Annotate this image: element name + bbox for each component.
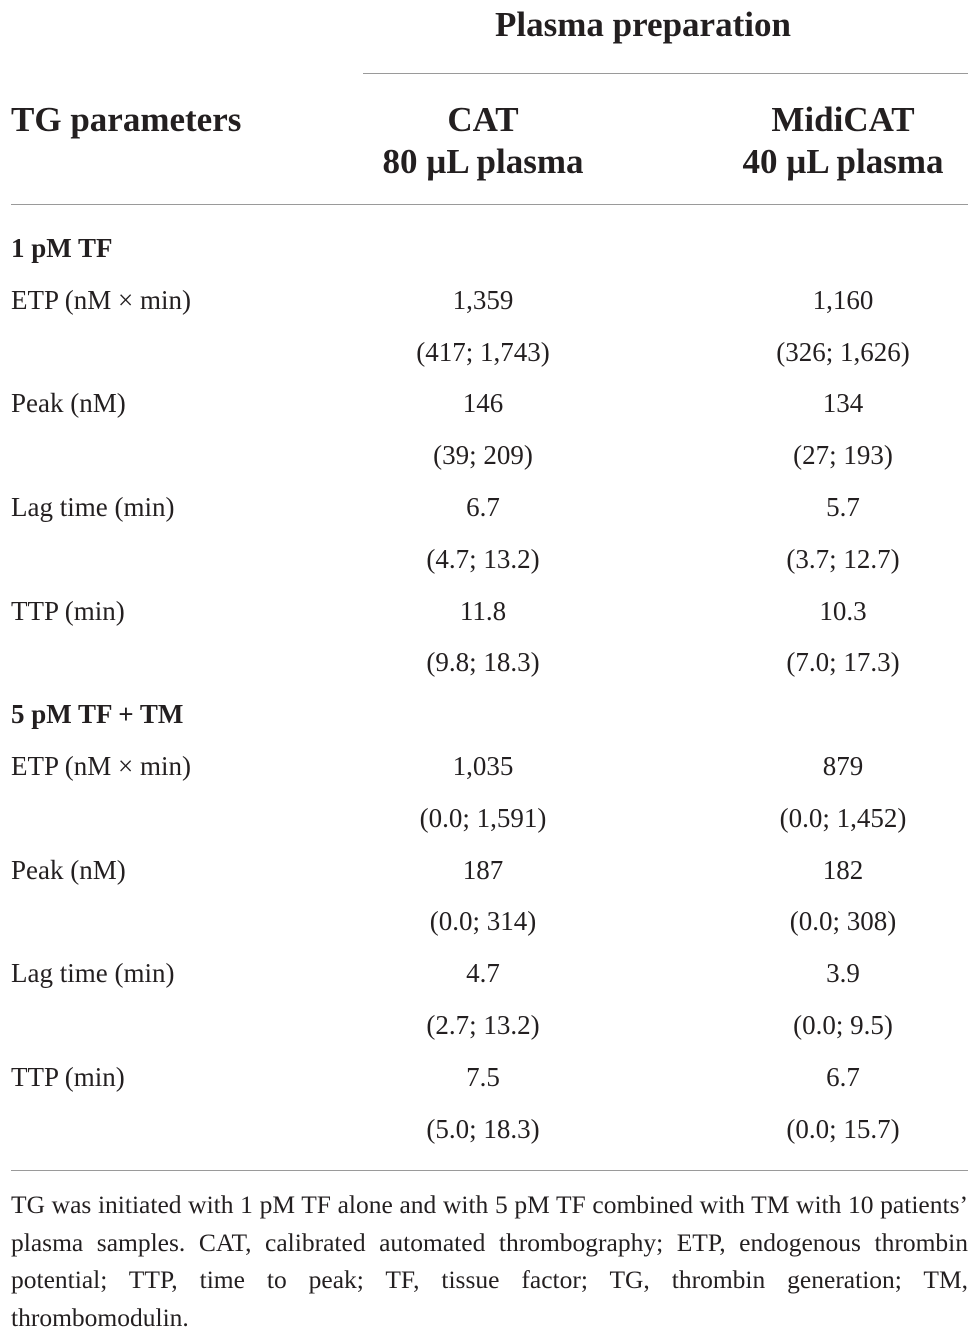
cat-value: 4.7: [466, 958, 500, 988]
cat-value: 6.7: [466, 492, 500, 522]
row-label: TTP (min): [11, 1062, 125, 1092]
midicat-value: 134: [822, 388, 864, 418]
midicat-range: (7.0; 17.3): [786, 647, 900, 677]
spanner-header: Plasma preparation: [495, 5, 791, 44]
header-rule: [11, 204, 968, 205]
midicat-value: 3.9: [826, 958, 860, 988]
section-title: 5 pM TF + TM: [11, 699, 184, 729]
table-footnote: TG was initiated with 1 pM TF alone and …: [11, 1190, 968, 1332]
column-header-cat: CAT: [447, 100, 519, 139]
cat-range: (417; 1,743): [416, 337, 550, 367]
midicat-range: (0.0; 308): [789, 906, 897, 936]
midicat-value: 6.7: [826, 1062, 860, 1092]
midicat-range: (0.0; 15.7): [786, 1114, 900, 1144]
cat-range: (2.7; 13.2): [426, 1010, 540, 1040]
cat-range: (9.8; 18.3): [426, 647, 540, 677]
midicat-range: (0.0; 9.5): [793, 1010, 893, 1040]
row-label: TTP (min): [11, 596, 125, 626]
row-label: ETP (nM × min): [11, 285, 191, 315]
cat-value: 187: [462, 855, 504, 885]
midicat-value: 1,160: [812, 285, 874, 315]
cat-value: 7.5: [466, 1062, 500, 1092]
cat-value: 1,359: [452, 285, 514, 315]
cat-value: 11.8: [459, 596, 507, 626]
column-header-cat-volume: 80 µL plasma: [382, 142, 584, 181]
spanner-rule: [363, 73, 968, 74]
row-label: Peak (nM): [11, 855, 126, 885]
midicat-range: (27; 193): [793, 440, 893, 470]
section-title: 1 pM TF: [11, 233, 113, 263]
midicat-value: 5.7: [826, 492, 860, 522]
cat-range: (0.0; 1,591): [419, 803, 547, 833]
midicat-range: (0.0; 1,452): [779, 803, 907, 833]
cat-range: (0.0; 314): [429, 906, 537, 936]
cat-range: (4.7; 13.2): [426, 544, 540, 574]
midicat-value: 182: [822, 855, 864, 885]
cat-range: (5.0; 18.3): [426, 1114, 540, 1144]
midicat-range: (3.7; 12.7): [786, 544, 900, 574]
row-label: ETP (nM × min): [11, 751, 191, 781]
cat-value: 1,035: [452, 751, 514, 781]
midicat-range: (326; 1,626): [776, 337, 910, 367]
row-label: Lag time (min): [11, 958, 175, 988]
midicat-value: 10.3: [819, 596, 867, 626]
row-header: TG parameters: [11, 100, 242, 139]
footer-rule: [11, 1170, 968, 1171]
column-header-midicat: MidiCAT: [771, 100, 915, 139]
cat-range: (39; 209): [433, 440, 533, 470]
cat-value: 146: [462, 388, 504, 418]
column-header-midicat-volume: 40 µL plasma: [742, 142, 944, 181]
row-label: Lag time (min): [11, 492, 175, 522]
row-label: Peak (nM): [11, 388, 126, 418]
midicat-value: 879: [822, 751, 864, 781]
